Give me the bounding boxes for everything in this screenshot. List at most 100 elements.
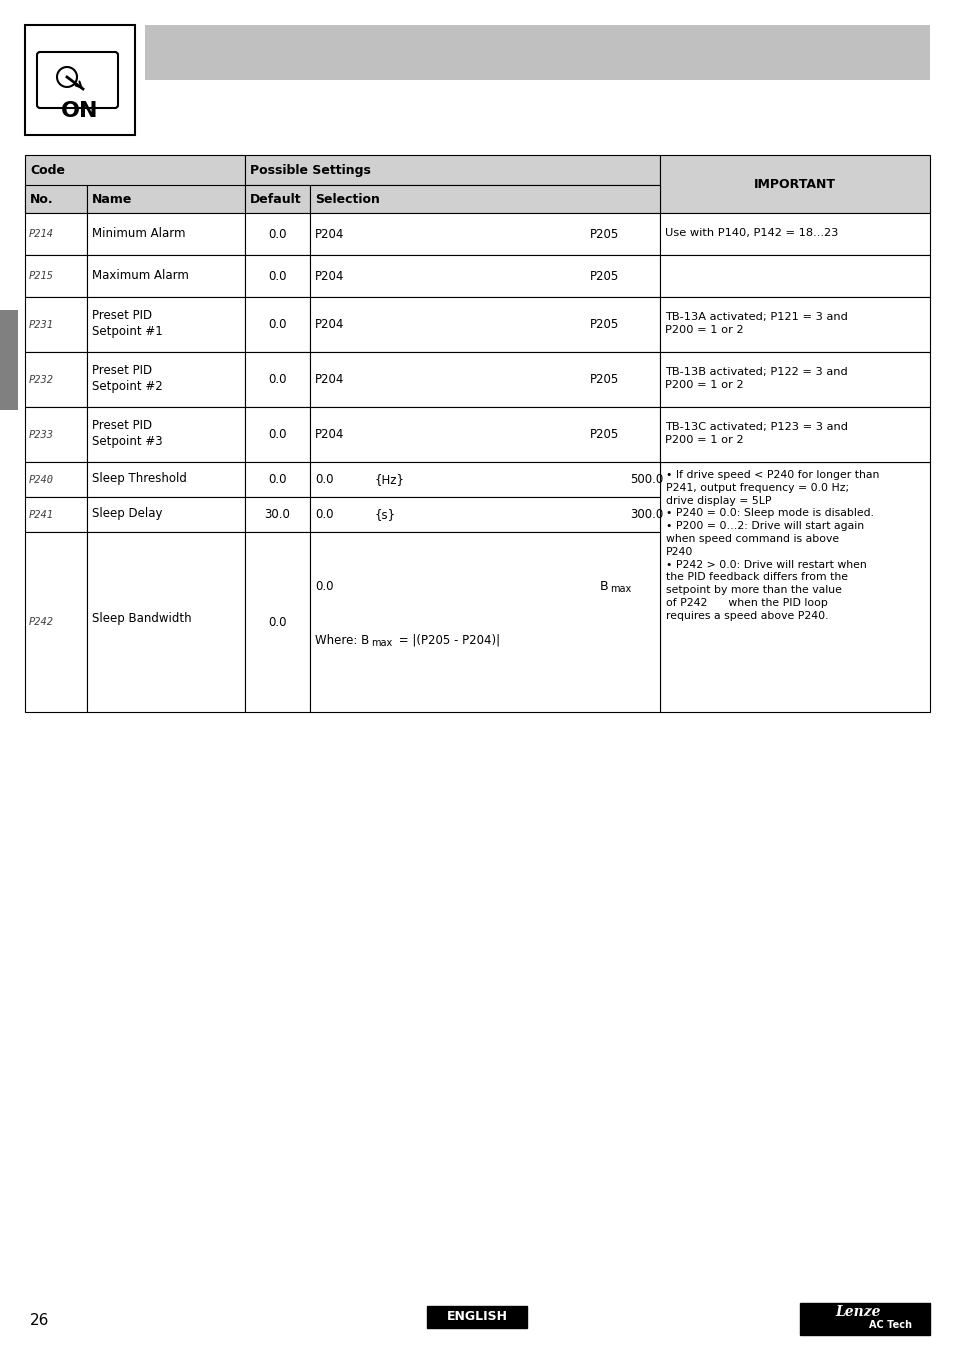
Text: ON: ON [61, 101, 99, 121]
Text: 0.0: 0.0 [268, 318, 287, 331]
Text: P204: P204 [314, 318, 344, 331]
Text: P215: P215 [29, 271, 54, 281]
Bar [87, 185, 245, 213]
Text: P205: P205 [589, 428, 618, 442]
Text: P231: P231 [29, 319, 54, 330]
Text: 0.0: 0.0 [314, 508, 334, 521]
Text: 0.0: 0.0 [268, 616, 287, 628]
Bar [25, 185, 87, 213]
Text: 0.0: 0.0 [268, 228, 287, 240]
Text: Maximum Alarm: Maximum Alarm [91, 269, 189, 282]
Text: 500.0: 500.0 [629, 473, 662, 487]
Bar [25, 297, 87, 352]
FancyBboxPatch shape [25, 25, 135, 135]
Bar [25, 213, 87, 255]
Text: P242: P242 [29, 617, 54, 627]
Bar [87, 497, 245, 532]
Text: P204: P204 [314, 428, 344, 442]
Text: P241: P241 [29, 510, 54, 519]
Bar [25, 255, 87, 297]
Bar [25, 155, 245, 213]
Text: TB-13C activated; P123 = 3 and
P200 = 1 or 2: TB-13C activated; P123 = 3 and P200 = 1 … [664, 423, 847, 444]
Bar [145, 25, 929, 80]
Bar [87, 408, 245, 462]
Text: P204: P204 [314, 228, 344, 240]
Bar [245, 352, 310, 408]
Text: 300.0: 300.0 [629, 508, 662, 521]
Text: Sleep Threshold: Sleep Threshold [91, 473, 187, 485]
Text: Preset PID
Setpoint #2: Preset PID Setpoint #2 [91, 364, 163, 393]
Bar [25, 497, 87, 532]
Bar [245, 255, 310, 297]
Bar [659, 462, 929, 711]
Bar [87, 213, 245, 255]
Bar [659, 297, 929, 352]
Bar [245, 462, 310, 497]
Text: 0.0: 0.0 [268, 473, 287, 487]
Text: Name: Name [91, 192, 132, 206]
Bar [310, 213, 659, 255]
Text: P204: P204 [314, 270, 344, 282]
Bar [25, 352, 87, 408]
Bar [310, 255, 659, 297]
Bar [245, 532, 310, 711]
Text: Lenze: Lenze [835, 1304, 881, 1319]
Text: 0.0: 0.0 [314, 579, 334, 593]
Bar [25, 462, 87, 497]
Text: IMPORTANT: IMPORTANT [753, 177, 835, 191]
Text: P205: P205 [589, 318, 618, 331]
Bar [659, 408, 929, 462]
Text: = |(P205 - P204)|: = |(P205 - P204)| [395, 634, 499, 646]
Bar [310, 497, 659, 532]
Bar [0, 309, 18, 410]
Bar [87, 297, 245, 352]
Text: P232: P232 [29, 375, 54, 384]
Text: TB-13B activated; P122 = 3 and
P200 = 1 or 2: TB-13B activated; P122 = 3 and P200 = 1 … [664, 367, 847, 390]
Text: No.: No. [30, 192, 53, 206]
Bar [87, 462, 245, 497]
Bar [245, 497, 310, 532]
Text: Selection: Selection [314, 192, 379, 206]
Text: 0.0: 0.0 [268, 428, 287, 442]
FancyBboxPatch shape [37, 52, 118, 108]
Text: max: max [609, 583, 631, 594]
Text: P205: P205 [589, 373, 618, 386]
Text: Code: Code [30, 164, 65, 176]
Text: Use with P140, P142 = 18...23: Use with P140, P142 = 18...23 [664, 228, 838, 239]
Text: • If drive speed < P240 for longer than
P241, output frequency = 0.0 Hz;
drive d: • If drive speed < P240 for longer than … [665, 470, 879, 620]
Text: B: B [599, 579, 608, 593]
Text: 0.0: 0.0 [268, 373, 287, 386]
Bar [310, 408, 659, 462]
Text: Possible Settings: Possible Settings [250, 164, 371, 176]
Text: max: max [371, 638, 392, 647]
Bar [87, 532, 245, 711]
Bar [25, 532, 87, 711]
Bar [800, 1303, 929, 1334]
Text: Preset PID
Setpoint #1: Preset PID Setpoint #1 [91, 309, 163, 338]
Text: {Hz}: {Hz} [375, 473, 405, 487]
Bar [245, 213, 310, 255]
Bar [659, 352, 929, 408]
Text: ENGLISH: ENGLISH [446, 1310, 507, 1323]
Bar [310, 297, 659, 352]
Bar [310, 462, 659, 497]
Bar [310, 185, 659, 213]
Text: Sleep Delay: Sleep Delay [91, 507, 162, 521]
Bar [245, 408, 310, 462]
Bar [245, 185, 310, 213]
Text: Minimum Alarm: Minimum Alarm [91, 226, 185, 240]
Bar [245, 155, 659, 185]
Text: P233: P233 [29, 429, 54, 439]
Text: TB-13A activated; P121 = 3 and
P200 = 1 or 2: TB-13A activated; P121 = 3 and P200 = 1 … [664, 312, 847, 335]
Circle shape [57, 67, 77, 87]
Text: {s}: {s} [375, 508, 395, 521]
Bar [659, 155, 929, 213]
Bar [659, 255, 929, 297]
Text: P205: P205 [589, 270, 618, 282]
Text: 0.0: 0.0 [314, 473, 334, 487]
Text: P205: P205 [589, 228, 618, 240]
Text: AC Tech: AC Tech [868, 1321, 911, 1330]
Text: P214: P214 [29, 229, 54, 239]
Bar [310, 352, 659, 408]
Bar [310, 532, 659, 711]
